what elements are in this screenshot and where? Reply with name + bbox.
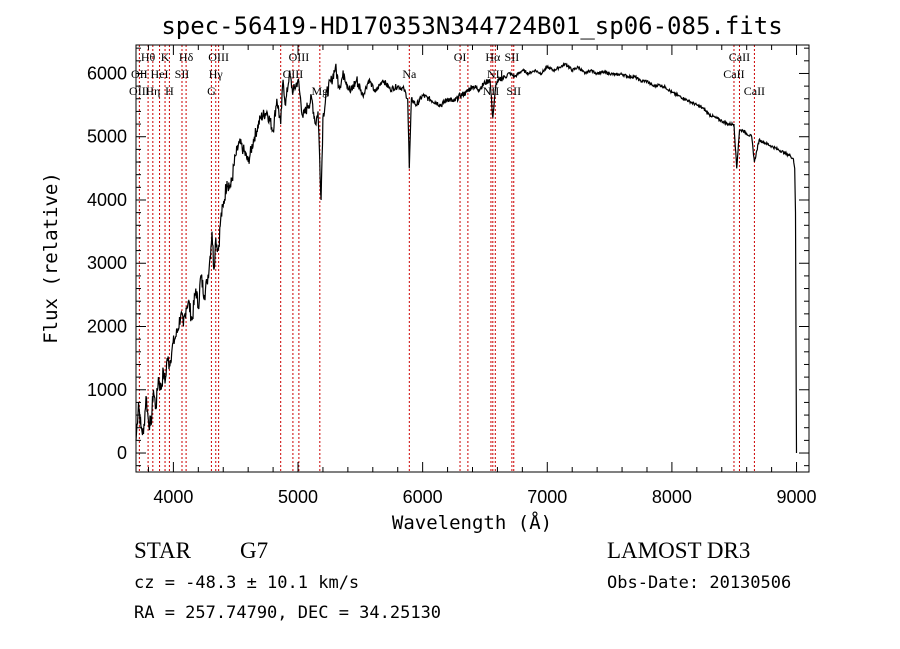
y-tick-label: 6000 [87, 63, 127, 83]
line-label: OIII [283, 67, 304, 81]
x-tick-label: 9000 [777, 487, 817, 507]
y-tick-label: 5000 [87, 127, 127, 147]
line-label: SII [175, 67, 190, 81]
line-label: Hη [145, 84, 160, 98]
coordinates: RA = 257.74790, DEC = 34.25130 [134, 603, 442, 623]
y-tick-label: 2000 [87, 317, 127, 337]
object-subclass: G7 [240, 538, 269, 563]
y-tick-label: 0 [117, 443, 127, 463]
observation-date: Obs-Date: 20130506 [607, 573, 792, 593]
line-label: Hα [485, 50, 501, 64]
line-label: Na [402, 67, 417, 81]
object-class: STAR [134, 538, 191, 563]
line-label: Mg [311, 84, 328, 98]
line-label: CaII [744, 84, 765, 98]
y-axis-label: Flux (relative) [40, 172, 62, 344]
line-label: CaII [729, 50, 750, 64]
y-axis-ticks: 0 1000 2000 3000 4000 5000 6000 [87, 47, 809, 467]
x-tick-label: 5000 [278, 487, 318, 507]
redshift-cz: cz = -48.3 ± 10.1 km/s [134, 573, 360, 593]
x-tick-label: 8000 [652, 487, 692, 507]
line-label: OII [131, 67, 148, 81]
x-axis-label: Wavelength (Å) [392, 511, 552, 534]
line-label: H [165, 84, 174, 98]
line-label: Hδ [179, 50, 194, 64]
line-label: OI [454, 50, 467, 64]
line-label: K [161, 50, 170, 64]
plot-frame [135, 44, 810, 473]
line-label: Hγ [209, 67, 224, 81]
x-axis-ticks: 4000 5000 6000 7000 8000 9000 [147, 45, 817, 507]
x-tick-label: 7000 [527, 487, 567, 507]
line-label: CaII [723, 67, 744, 81]
x-tick-label: 4000 [153, 487, 193, 507]
line-label: OIII [129, 84, 150, 98]
line-label: HeI [151, 67, 169, 81]
x-tick-label: 6000 [403, 487, 443, 507]
line-label: SII [505, 50, 520, 64]
spectrum-line [135, 62, 798, 454]
line-label: OIII [289, 50, 310, 64]
chart-title: spec-56419-HD170353N344724B01_sp06-085.f… [161, 12, 782, 40]
y-tick-label: 1000 [87, 380, 127, 400]
y-tick-label: 4000 [87, 190, 127, 210]
line-label: G [207, 84, 216, 98]
spectral-line-markers [138, 45, 755, 472]
survey-name: LAMOST DR3 [607, 538, 751, 563]
line-label: OIII [208, 50, 229, 64]
line-label: SII [506, 84, 521, 98]
line-label: Hθ [141, 50, 156, 64]
y-tick-label: 3000 [87, 253, 127, 273]
